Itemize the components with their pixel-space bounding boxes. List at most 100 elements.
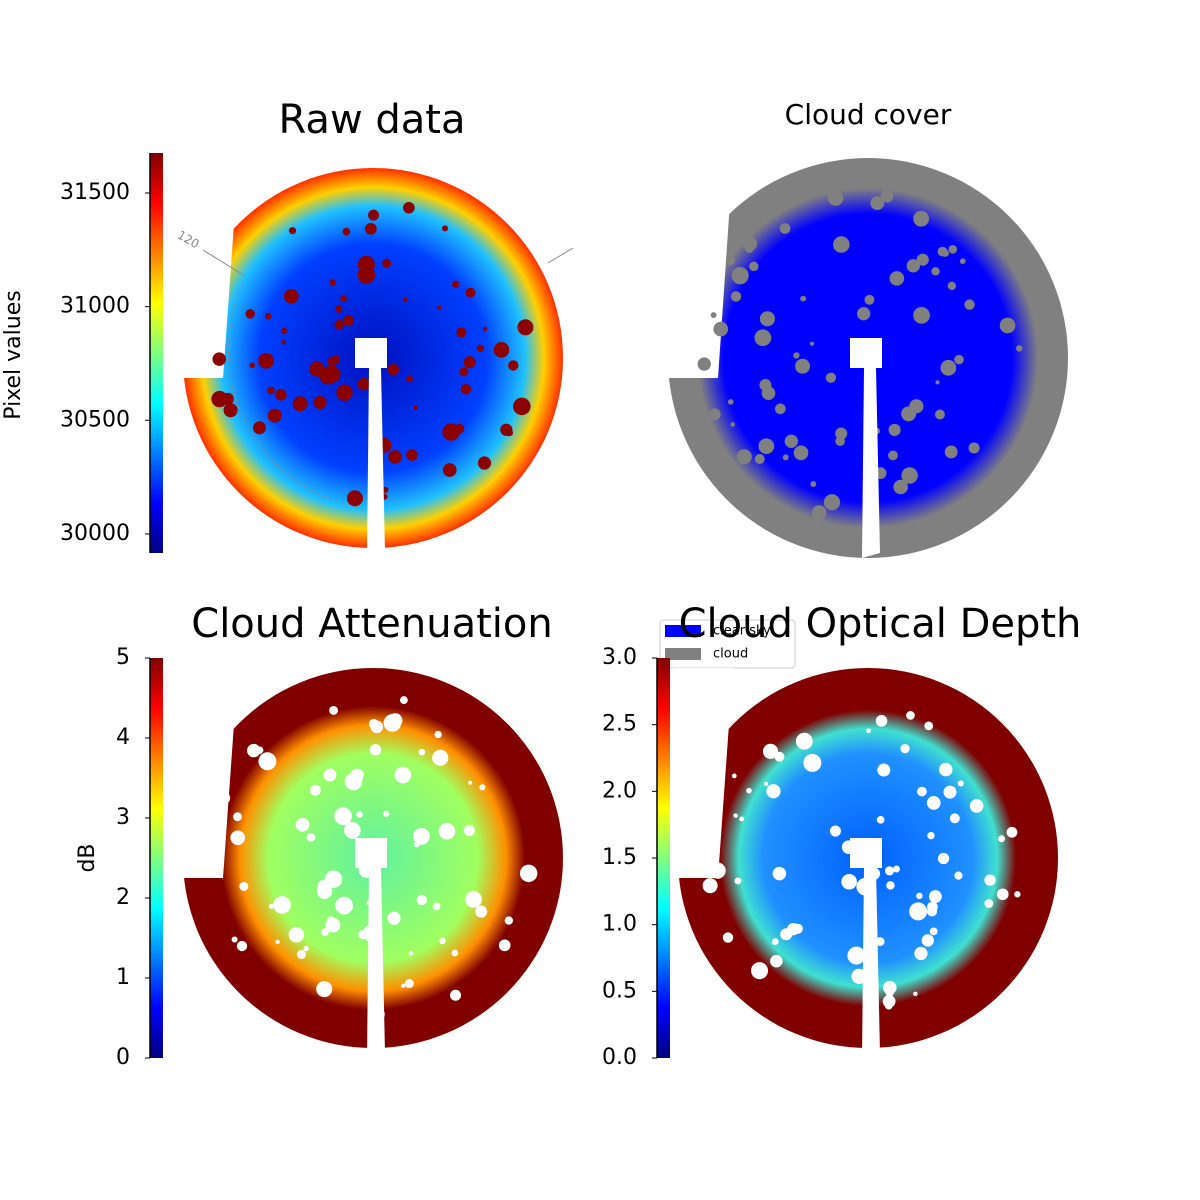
cloud-blob	[959, 258, 966, 265]
cloud-blob	[368, 209, 380, 221]
cloud-blob	[984, 899, 994, 908]
cloud-blob	[327, 356, 337, 366]
elevation-ring	[227, 282, 364, 509]
cloud-blob	[288, 227, 297, 235]
cloud-blob	[517, 319, 534, 336]
cloud-blob	[465, 287, 476, 298]
legend-label: cloud	[713, 647, 748, 662]
mask-slit	[850, 338, 882, 558]
cloud-blob	[281, 340, 286, 345]
cloud-blob	[984, 874, 996, 886]
cloud-blob	[774, 403, 786, 415]
cloud-blob	[500, 347, 507, 354]
cloud-blob	[795, 358, 811, 374]
cloud-blob	[451, 949, 459, 957]
colorbar-label: Pixel values	[1, 290, 26, 419]
cloud-blob	[931, 267, 940, 276]
cloud-blob	[811, 505, 827, 520]
cloud-blob	[265, 313, 272, 320]
cloud-blob	[273, 896, 291, 914]
panel-title: Raw data	[279, 97, 466, 143]
cloud-blob	[708, 408, 721, 421]
cloud-blob	[969, 799, 984, 813]
cloud-blob	[383, 714, 402, 732]
cloud-blob	[479, 784, 486, 791]
cloud-blob	[885, 988, 894, 997]
cloud-blob	[223, 403, 238, 418]
cloud-blob	[870, 196, 885, 211]
cloud-blob	[442, 463, 457, 477]
cloud-blob	[893, 865, 900, 873]
cloud-blob	[940, 359, 957, 376]
cloud-blob	[476, 344, 484, 352]
cloud-blob	[465, 891, 482, 908]
cloud-blob	[408, 950, 414, 956]
cloud-blob	[954, 354, 964, 365]
cloud-blob	[357, 377, 370, 391]
cloud-blob	[357, 255, 375, 273]
cloud-blob	[909, 902, 928, 921]
cloud-blob	[383, 810, 390, 817]
cloud-blob	[927, 831, 935, 840]
tick-label: 31500	[60, 180, 130, 205]
cloud-blob	[809, 341, 815, 346]
cloud-blob	[342, 315, 354, 327]
cloud-blob	[771, 938, 779, 945]
legend-label: clear sky	[713, 624, 771, 639]
tick-label: 2.0	[602, 778, 637, 803]
cloud-blob	[475, 905, 488, 918]
cloud-blob	[913, 991, 918, 997]
cloud-blob	[916, 253, 929, 266]
cloud-blob	[739, 816, 745, 822]
cloud-blob	[927, 901, 938, 913]
cloud-blob	[456, 327, 467, 338]
cloud-blob	[841, 873, 857, 890]
cloud-blob	[954, 871, 963, 880]
cloud-blob	[727, 399, 734, 405]
cloud-blob	[864, 294, 875, 305]
cloud-blob	[935, 380, 940, 385]
cloud-blob	[313, 395, 327, 410]
azimuth-line	[547, 247, 574, 264]
cloud-blob	[998, 835, 1006, 843]
cloud-blob	[463, 825, 475, 836]
cloud-blob	[730, 291, 742, 302]
cloud-blob	[432, 749, 449, 766]
cloud-blob	[346, 490, 363, 507]
colorbar	[150, 658, 163, 1058]
cloud-blob	[697, 357, 711, 371]
cloud-blob	[758, 438, 775, 455]
cloud-blob	[295, 817, 310, 832]
cloud-blob	[306, 832, 316, 842]
cloud-blob	[749, 261, 759, 272]
cloud-blob	[754, 454, 765, 464]
cloud-blob	[803, 753, 822, 772]
cloud-blob	[322, 365, 341, 384]
cloud-blob	[434, 730, 442, 739]
cloud-blob	[303, 945, 309, 952]
cloud-blob	[404, 979, 414, 989]
cloud-blob	[402, 297, 408, 303]
cloud-blob	[267, 386, 275, 395]
cloud-blob	[382, 258, 392, 268]
cloud-blob	[884, 866, 895, 876]
cloud-blob	[823, 494, 841, 511]
sky-image	[673, 668, 1058, 1058]
cloud-blob	[268, 903, 274, 909]
mask-slit	[355, 838, 387, 1058]
cloud-blob	[827, 190, 844, 206]
cloud-blob	[258, 752, 277, 771]
cloud-blob	[833, 236, 850, 253]
cloud-blob	[901, 467, 918, 484]
cloud-blob	[310, 784, 321, 796]
cloud-blob	[432, 902, 441, 911]
legend-swatch	[665, 625, 701, 637]
cloud-blob	[344, 772, 363, 791]
cloud-blob	[733, 813, 738, 818]
cloud-blob	[252, 421, 267, 435]
cloud-blob	[335, 896, 353, 915]
cloud-blob	[356, 811, 363, 818]
cloud-blob	[957, 780, 964, 787]
cloud-blob	[968, 442, 980, 454]
